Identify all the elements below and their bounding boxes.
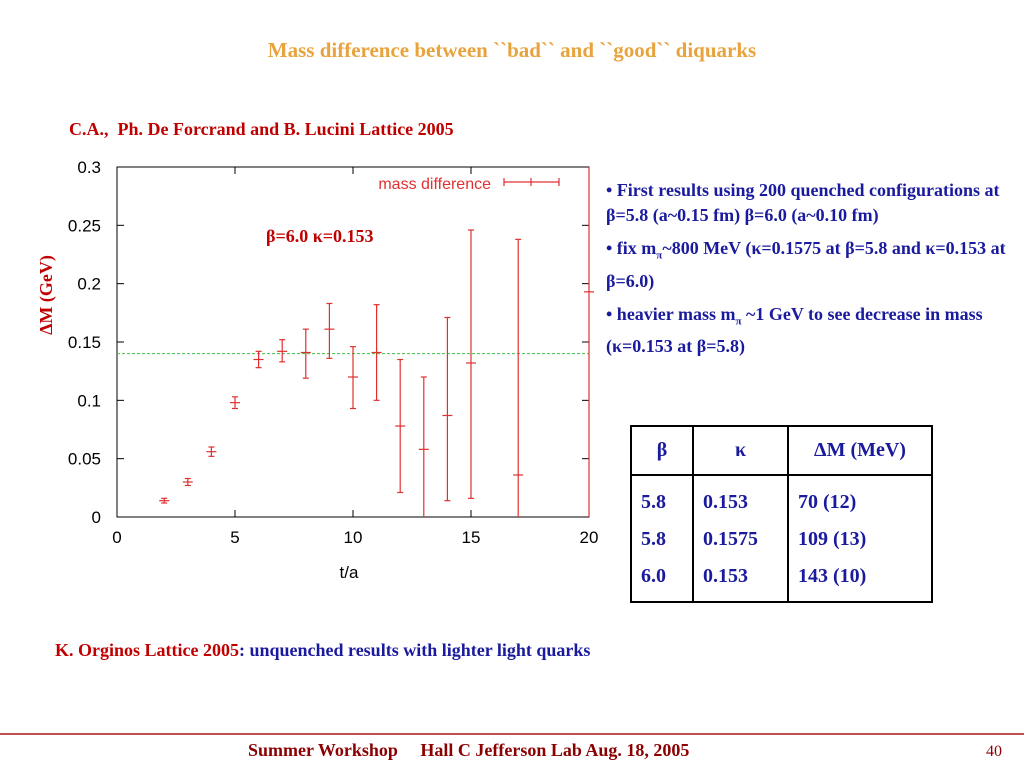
orginos-citation: K. Orginos Lattice 2005 (55, 640, 239, 660)
table-cell: 109 (13) (787, 521, 932, 558)
bullet-text-post: ~1 GeV to see decrease in mass (κ=0.153 … (606, 303, 983, 357)
footer-divider (0, 733, 1024, 735)
x-tick-label: 15 (462, 528, 481, 547)
chart-annotation: β=6.0 κ=0.153 (266, 226, 374, 246)
y-tick-label: 0.1 (77, 391, 101, 410)
x-tick-label: 20 (580, 528, 599, 547)
slide-title: Mass difference between ``bad`` and ``go… (267, 38, 757, 62)
table-cell: 0.1575 (692, 521, 788, 558)
results-table: β κ ΔM (MeV) 5.8 0.153 70 (12) 5.8 0.157… (630, 425, 933, 603)
bullet-subscript: π (656, 249, 663, 262)
y-axis-label: ΔM (GeV) (36, 255, 57, 335)
bullet-item: • fix mπ~800 MeV (κ=0.1575 at β=5.8 and … (606, 236, 1006, 294)
y-tick-label: 0.15 (68, 333, 101, 352)
bullet-text-pre: • heavier mass m (606, 303, 736, 324)
table-cell: 5.8 (641, 491, 666, 513)
bullet-text-pre: • fix m (606, 238, 657, 258)
header-beta: β (631, 426, 693, 476)
x-tick-label: 5 (230, 528, 239, 547)
table-cell: 0.153 (692, 558, 788, 602)
page-number: 40 (986, 743, 1002, 760)
table-cell: 70 (12) (787, 475, 932, 521)
x-tick-label: 10 (344, 528, 363, 547)
y-tick-label: 0.3 (77, 158, 101, 177)
bullet-list: • First results using 200 quenched confi… (606, 178, 1006, 367)
header-delta-m: ΔM (MeV) (787, 426, 932, 476)
citation: C.A., Ph. De Forcrand and B. Lucini Latt… (69, 119, 454, 139)
table-header-row: β κ ΔM (MeV) (631, 426, 932, 476)
y-tick-label: 0.2 (77, 275, 101, 294)
header-kappa: κ (692, 426, 788, 476)
x-tick-label: 0 (112, 528, 121, 547)
table-row: 5.8 0.153 70 (12) (631, 475, 932, 521)
orginos-colon: : (238, 640, 245, 660)
table-cell: 0.153 (692, 475, 788, 521)
y-tick-label: 0.25 (68, 216, 101, 235)
y-tick-label: 0 (92, 508, 101, 527)
bullet-subscript: π (735, 315, 742, 328)
bullet-item: • First results using 200 quenched confi… (606, 178, 1006, 228)
table-cell: 6.0 (641, 565, 666, 587)
footer-text: Summer Workshop Hall C Jefferson Lab Aug… (248, 740, 690, 760)
table-row: 6.0 0.153 143 (10) (631, 558, 932, 602)
bullet-text: • First results using 200 quenched confi… (606, 180, 1000, 225)
y-tick-label: 0.05 (68, 450, 101, 469)
mass-difference-chart: 0 5 10 15 20 0 0.05 0.1 0.15 0.2 0.25 0.3 t/a ΔM (G… (36, 158, 599, 582)
orginos-note: K. Orginos Lattice 2005: unquenched resu… (55, 640, 590, 661)
x-axis-label: t/a (340, 563, 359, 582)
table-row: 5.8 0.1575 109 (13) (631, 521, 932, 558)
legend-label: mass difference (378, 176, 491, 193)
orginos-text: unquenched results with lighter light qu… (244, 640, 591, 660)
bullet-text-post: ~800 MeV (κ=0.1575 at β=5.8 and κ=0.153 … (606, 238, 1006, 291)
table-cell: 5.8 (641, 528, 666, 550)
table-cell: 143 (10) (787, 558, 932, 602)
bullet-item: • heavier mass mπ ~1 GeV to see decrease… (606, 302, 1006, 360)
